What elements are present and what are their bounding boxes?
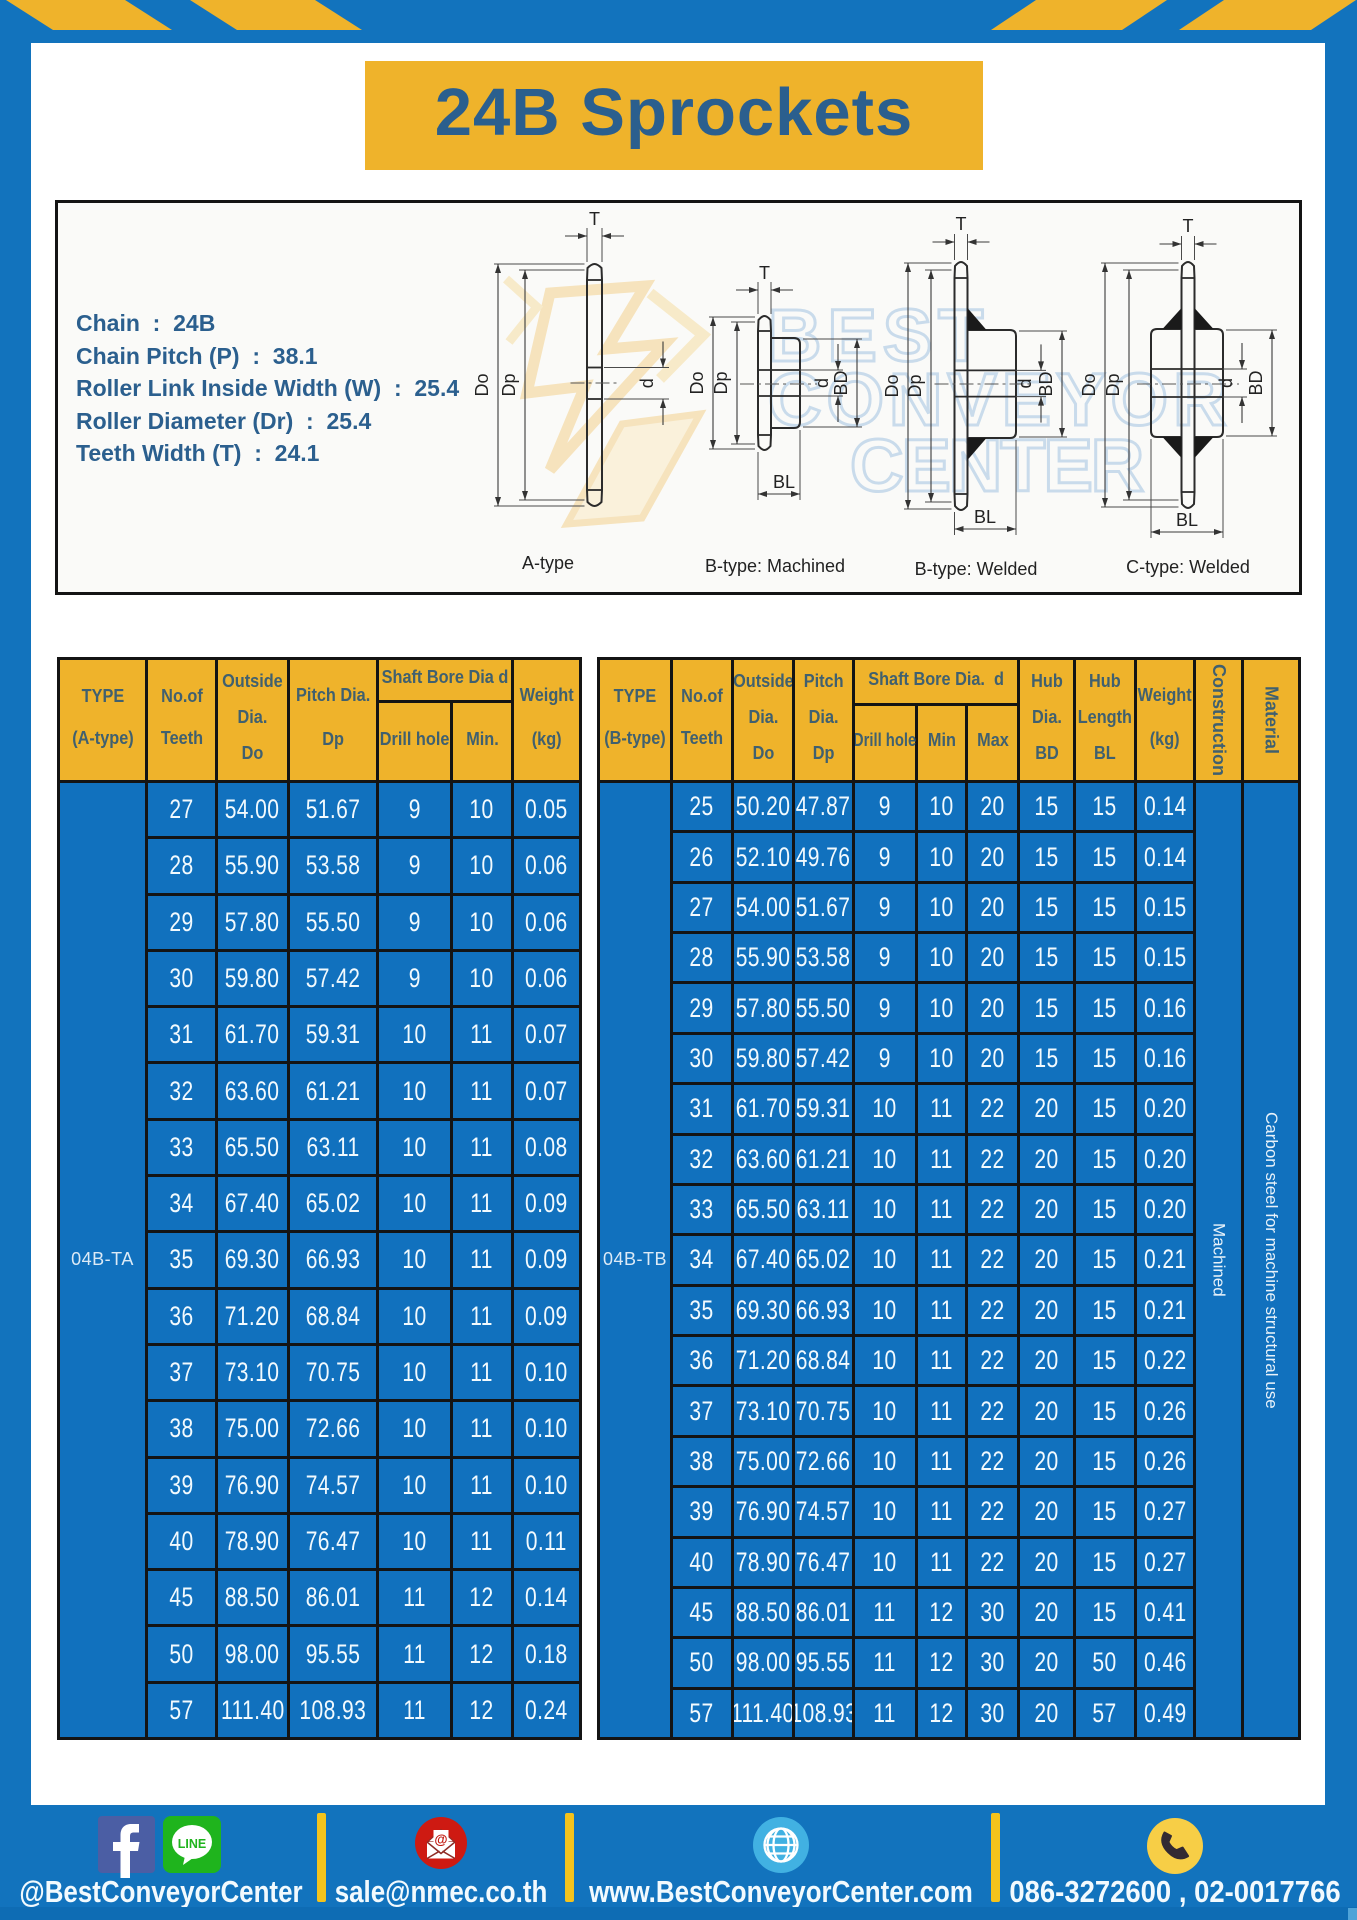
svg-text:Do: Do — [472, 373, 492, 396]
svg-text:CENTER: CENTER — [850, 424, 1143, 507]
svg-text:Do: Do — [687, 371, 707, 394]
svg-text:A-type: A-type — [522, 553, 574, 573]
svg-text:Dp: Dp — [499, 373, 519, 396]
svg-text:T: T — [759, 263, 770, 283]
svg-text:Do: Do — [882, 374, 902, 397]
svg-text:BL: BL — [1176, 510, 1198, 530]
svg-text:Dp: Dp — [1103, 373, 1123, 396]
svg-text:B-type: Welded: B-type: Welded — [915, 559, 1038, 579]
svg-text:d: d — [1015, 378, 1035, 388]
svg-text:BD: BD — [1246, 370, 1266, 395]
svg-text:T: T — [1183, 216, 1194, 236]
svg-text:d: d — [812, 378, 832, 388]
svg-text:d: d — [1216, 378, 1236, 388]
svg-text:T: T — [589, 209, 600, 229]
svg-text:C-type: Welded: C-type: Welded — [1126, 557, 1250, 577]
svg-text:Dp: Dp — [905, 374, 925, 397]
svg-text:BL: BL — [773, 472, 795, 492]
svg-text:BL: BL — [974, 507, 996, 527]
svg-text:@: @ — [434, 1832, 447, 1847]
svg-text:T: T — [956, 214, 967, 234]
svg-text:Do: Do — [1079, 373, 1099, 396]
svg-text:Dp: Dp — [711, 371, 731, 394]
svg-text:BD: BD — [1036, 371, 1056, 396]
svg-text:B-type: Machined: B-type: Machined — [705, 556, 845, 576]
svg-text:LINE: LINE — [178, 1837, 206, 1851]
svg-text:BEST: BEST — [768, 294, 989, 377]
svg-text:d: d — [637, 378, 657, 388]
svg-text:BD: BD — [831, 370, 851, 395]
